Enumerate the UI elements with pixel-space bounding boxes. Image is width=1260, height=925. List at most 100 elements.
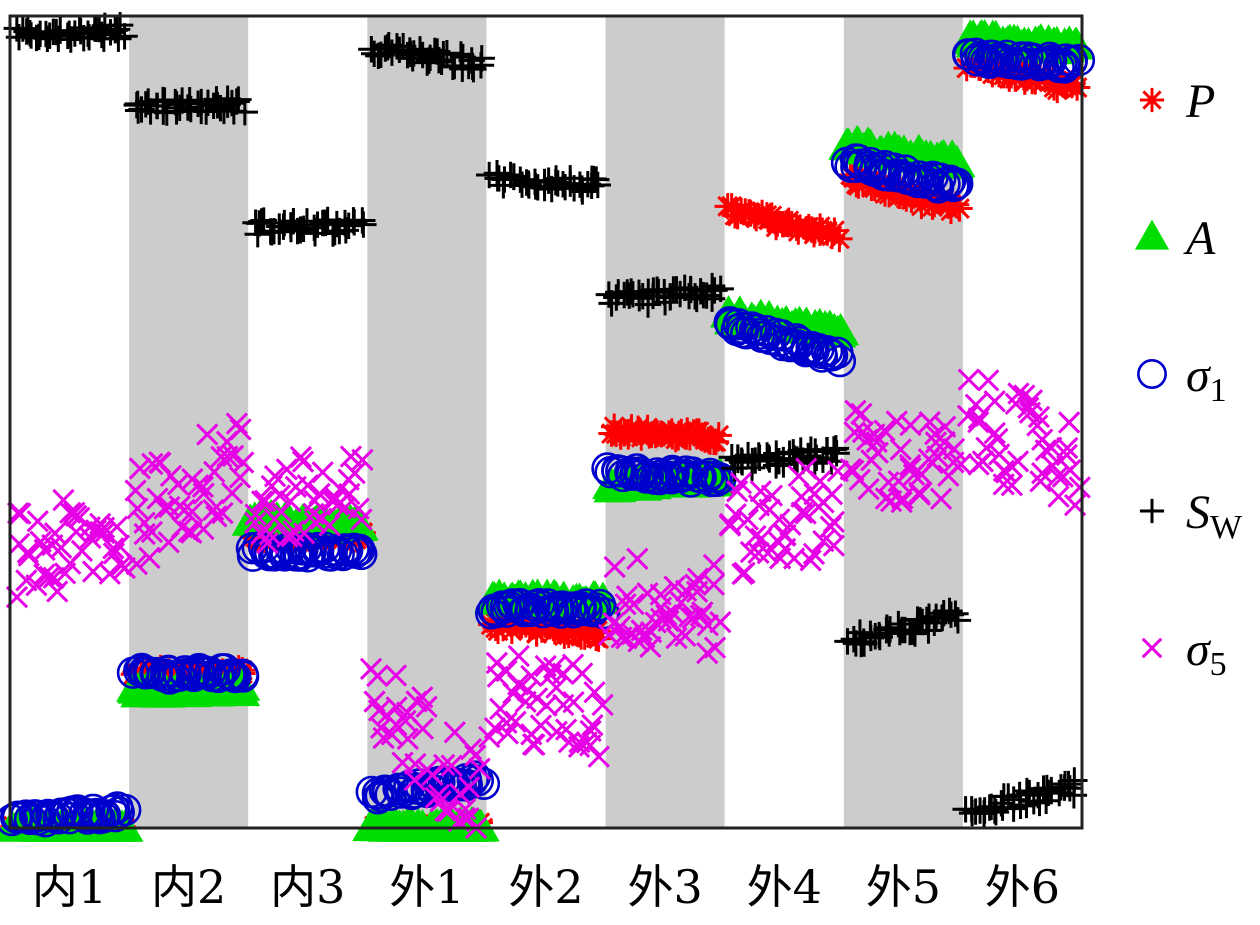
- data-point: [448, 782, 472, 805]
- data-point: [899, 414, 922, 437]
- data-point: [366, 664, 389, 688]
- data-point: [1046, 465, 1070, 488]
- data-point: [177, 95, 204, 123]
- data-point: [822, 510, 845, 533]
- data-point: [138, 546, 161, 569]
- data-point: [125, 552, 148, 576]
- data-point: [576, 594, 610, 628]
- data-point: [385, 696, 408, 719]
- data-point: [794, 502, 817, 525]
- data-point: [857, 478, 880, 501]
- legend-marker: [1141, 637, 1163, 659]
- x-tick-label: 外2: [508, 860, 583, 914]
- data-point: [250, 490, 274, 513]
- data-point: [618, 414, 645, 441]
- legend-label: σ5: [1186, 623, 1227, 683]
- data-point: [988, 790, 1015, 817]
- data-point: [1058, 411, 1081, 434]
- data-point: [983, 421, 1006, 445]
- data-point: [464, 744, 487, 767]
- data-point: [942, 600, 969, 627]
- data-point: [756, 542, 780, 565]
- data-point: [208, 653, 241, 686]
- data-point: [1026, 414, 1049, 437]
- data-point: [191, 475, 215, 498]
- data-point: [1062, 43, 1096, 77]
- data-point: [1020, 389, 1044, 412]
- data-point: [523, 733, 546, 756]
- data-point: [216, 658, 249, 691]
- data-point: [216, 445, 239, 468]
- data-point: [226, 660, 260, 693]
- data-point: [573, 615, 600, 642]
- data-point: [1027, 405, 1051, 429]
- legend-item-P: P: [1139, 75, 1215, 128]
- data-point: [124, 479, 147, 502]
- data-point: [254, 489, 277, 513]
- data-point: [901, 620, 929, 647]
- data-point: [141, 452, 164, 476]
- data-point: [724, 503, 747, 526]
- data-point: [585, 625, 612, 652]
- data-point: [942, 451, 965, 474]
- data-point: [105, 25, 132, 52]
- data-point: [718, 193, 745, 220]
- data-point: [496, 722, 519, 745]
- data-point: [975, 436, 998, 459]
- data-point: [404, 752, 427, 776]
- x-tick-label: 内2: [151, 860, 226, 914]
- data-point: [350, 211, 377, 238]
- data-point: [971, 450, 995, 473]
- data-point: [665, 627, 688, 650]
- data-point: [802, 542, 826, 565]
- data-point: [196, 423, 219, 446]
- data-point: [211, 501, 234, 525]
- data-point: [1029, 470, 1052, 493]
- data-point: [433, 753, 456, 777]
- data-point: [1139, 498, 1165, 524]
- data-point: [384, 664, 408, 687]
- data-point: [520, 664, 543, 688]
- data-point: [1007, 382, 1030, 405]
- data-point: [545, 676, 568, 699]
- data-point: [891, 487, 914, 510]
- series-SW: [3, 11, 1088, 827]
- data-point: [489, 697, 512, 720]
- data-point: [700, 464, 733, 498]
- data-point: [231, 98, 259, 126]
- x-tick-labels: 内1 内2 内3 外1 外2 外3 外4 外5 外6: [32, 860, 1060, 914]
- data-point: [695, 426, 722, 454]
- data-point: [468, 45, 495, 72]
- data-point: [1000, 474, 1024, 497]
- data-point: [579, 592, 612, 625]
- legend-label: SW: [1186, 486, 1243, 546]
- data-point: [311, 461, 334, 484]
- data-point: [983, 390, 1006, 413]
- data-point: [785, 218, 812, 245]
- data-point: [70, 539, 94, 563]
- data-point: [232, 451, 255, 474]
- data-point: [799, 549, 822, 572]
- data-point: [844, 399, 867, 422]
- data-point: [140, 520, 164, 544]
- data-point: [105, 515, 129, 538]
- data-point: [815, 339, 849, 372]
- data-point: [986, 427, 1009, 451]
- data-point: [43, 522, 67, 545]
- data-point: [65, 520, 88, 543]
- data-point: [908, 481, 931, 504]
- data-point: [603, 555, 626, 579]
- legend-label: A: [1183, 212, 1216, 265]
- data-point: [822, 534, 845, 557]
- data-point: [602, 611, 625, 635]
- data-point: [113, 556, 136, 580]
- legend-marker: [1137, 359, 1167, 389]
- data-point: [1137, 359, 1167, 389]
- legend-marker: [1139, 87, 1165, 113]
- data-point: [899, 457, 922, 480]
- data-point: [225, 86, 252, 113]
- legend-item-sigma5: σ5: [1141, 623, 1227, 683]
- data-point: [42, 566, 65, 589]
- data-point: [873, 419, 896, 442]
